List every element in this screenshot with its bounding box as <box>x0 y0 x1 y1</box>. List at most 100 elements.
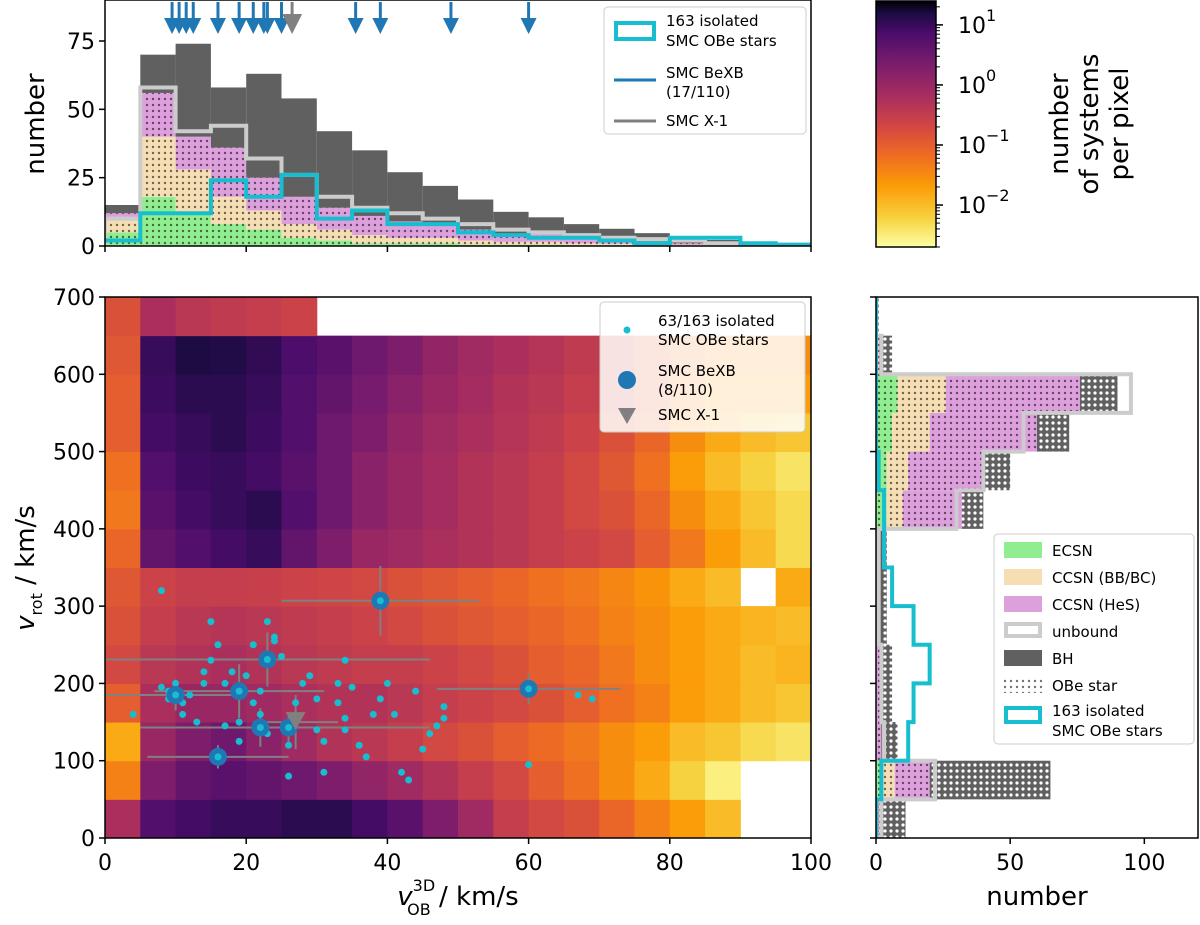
main-xtick-label-1: 20 <box>232 851 260 876</box>
heat-cell-12-2 <box>175 335 212 375</box>
heat-cell-12-3 <box>210 335 247 375</box>
heat-cell-9-3 <box>210 451 247 491</box>
heat-cell-6-3 <box>210 567 247 607</box>
obe-point-15 <box>221 679 229 687</box>
heat-cell-9-7 <box>352 451 388 491</box>
heat-cell-12-9 <box>422 335 459 375</box>
heat-cell-13-5 <box>281 297 318 337</box>
obe-point-62 <box>157 587 165 595</box>
heat-cell-8-7 <box>352 490 388 530</box>
top-ylabel: number <box>21 73 51 175</box>
heat-cell-9-13 <box>563 451 600 491</box>
heat-cell-0-10 <box>458 799 494 838</box>
heat-cell-9-11 <box>493 451 530 491</box>
legend-obe-star-swatch <box>1004 677 1042 693</box>
heat-cell-7-16 <box>669 528 706 568</box>
legend-main-smcx1-triangle <box>618 408 636 424</box>
bexb-arrow-head-12 <box>442 18 459 34</box>
obe-point-61 <box>588 695 596 703</box>
heat-cell-8-4 <box>246 490 282 530</box>
heat-cell-7-8 <box>387 528 424 568</box>
heat-cell-8-0 <box>105 490 141 530</box>
heat-cell-8-6 <box>316 490 353 530</box>
top-bar-dots-1 <box>140 92 176 246</box>
heat-cell-2-2 <box>175 722 212 762</box>
heat-cell-0-8 <box>387 799 424 838</box>
heat-cell-10-2 <box>175 412 212 453</box>
heat-cell-9-10 <box>458 451 494 491</box>
top-bar-bh-5 <box>281 98 317 197</box>
legend-right-label-0: ECSN <box>1052 542 1093 560</box>
right-obe-step <box>876 297 932 838</box>
heat-cell-11-13 <box>563 374 600 414</box>
bexb-point-inner-5 <box>285 723 293 731</box>
legend-top-label-0: 163 isolated <box>666 12 759 30</box>
heat-cell-6-4 <box>246 567 282 607</box>
legend-top: 163 isolated SMC OBe stars SMC BeXB (17/… <box>603 6 807 135</box>
heat-cell-13-3 <box>210 297 247 337</box>
heat-cell-8-5 <box>281 490 318 530</box>
right-bar-dots-1 <box>876 760 930 800</box>
obe-point-0 <box>129 710 137 718</box>
heat-cell-1-12 <box>528 760 565 800</box>
heat-cell-2-13 <box>563 722 600 762</box>
heat-cell-5-12 <box>528 606 565 646</box>
heat-cell-6-16 <box>669 567 706 607</box>
obe-point-11 <box>207 618 215 626</box>
legend-top-label-1: SMC OBe stars <box>666 32 777 50</box>
right-bar-bh-8 <box>961 490 984 529</box>
right-bar-dots-4 <box>876 644 882 684</box>
legend-ecsn-swatch <box>1004 542 1042 558</box>
right-bar-dots-3 <box>876 683 882 723</box>
heat-cell-9-8 <box>387 451 424 491</box>
heat-cell-10-10 <box>458 412 494 453</box>
obe-point-26 <box>263 618 271 626</box>
right-bar-bh-4 <box>881 644 893 684</box>
right-bar-bh-1 <box>929 760 1051 800</box>
heat-cell-4-11 <box>493 644 530 684</box>
heat-cell-11-12 <box>528 374 565 414</box>
heat-cell-11-5 <box>281 374 318 414</box>
obe-point-16 <box>228 668 236 676</box>
obe-point-22 <box>249 699 257 707</box>
heat-cell-1-3 <box>210 760 247 800</box>
obe-point-41 <box>341 656 349 664</box>
heat-cell-4-10 <box>458 644 494 684</box>
heat-cell-11-11 <box>493 374 530 414</box>
top-obe-histogram-line <box>105 172 811 246</box>
heat-cell-4-2 <box>175 644 212 684</box>
heat-cell-2-17 <box>705 722 741 762</box>
heat-cell-4-15 <box>634 644 671 684</box>
heat-cell-6-12 <box>528 567 565 607</box>
colorbar-label-1: of systems <box>1075 54 1105 195</box>
colorbar-label-0: number <box>1045 73 1075 175</box>
cb-tick-base-0: 10 <box>958 194 986 219</box>
heat-cell-9-15 <box>634 451 671 491</box>
obe-point-29 <box>278 652 285 660</box>
heat-cell-0-13 <box>563 799 600 838</box>
main-ytick-label-2: 200 <box>53 672 95 697</box>
heat-cell-0-3 <box>210 799 247 838</box>
right-bar-bh-3 <box>881 683 893 723</box>
heat-cell-5-2 <box>175 606 212 646</box>
heat-cell-0-9 <box>422 799 459 838</box>
top-bar-dots-9 <box>422 224 458 246</box>
top-y-ticks: 0 25 50 75 <box>67 30 812 260</box>
top-unbound-outline <box>105 85 811 246</box>
heat-cell-4-19 <box>775 644 811 684</box>
heat-cell-3-9 <box>422 683 459 723</box>
heat-cell-6-19 <box>775 567 811 607</box>
obe-point-6 <box>179 710 187 718</box>
legend-top-label-2: SMC BeXB <box>666 64 744 82</box>
heat-cell-7-12 <box>528 528 565 568</box>
heat-cell-7-5 <box>281 528 318 568</box>
bexb-point-inner-2 <box>172 691 180 699</box>
obe-point-55 <box>426 730 434 738</box>
legend-right: ECSN CCSN (BB/BC) CCSN (HeS) unbound BH … <box>993 533 1195 745</box>
heat-cell-9-12 <box>528 451 565 491</box>
heat-cell-1-5 <box>281 760 318 800</box>
heat-cell-6-15 <box>634 567 671 607</box>
main-ytick-label-3: 300 <box>53 595 95 620</box>
heat-cell-9-14 <box>599 451 635 491</box>
